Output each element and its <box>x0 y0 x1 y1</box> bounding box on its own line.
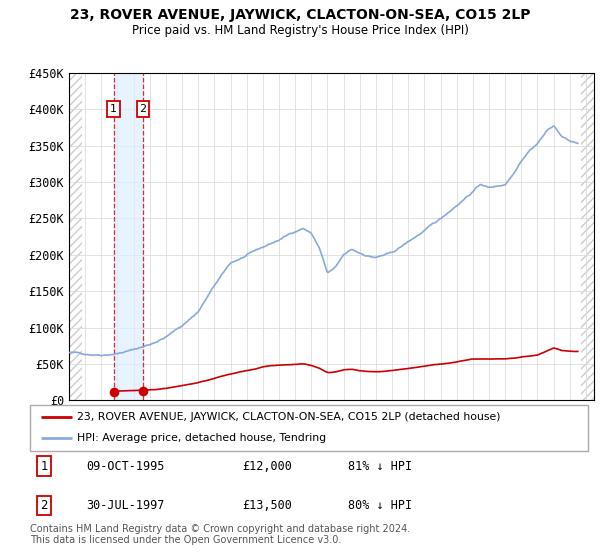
Text: 23, ROVER AVENUE, JAYWICK, CLACTON-ON-SEA, CO15 2LP (detached house): 23, ROVER AVENUE, JAYWICK, CLACTON-ON-SE… <box>77 412 501 422</box>
Bar <box>114 73 143 400</box>
FancyBboxPatch shape <box>30 405 588 451</box>
Text: 1: 1 <box>110 104 117 114</box>
Bar <box>581 73 594 400</box>
Text: 23, ROVER AVENUE, JAYWICK, CLACTON-ON-SEA, CO15 2LP: 23, ROVER AVENUE, JAYWICK, CLACTON-ON-SE… <box>70 8 530 22</box>
Text: £12,000: £12,000 <box>242 460 292 473</box>
Text: 2: 2 <box>139 104 146 114</box>
Text: HPI: Average price, detached house, Tendring: HPI: Average price, detached house, Tend… <box>77 433 326 444</box>
Text: Price paid vs. HM Land Registry's House Price Index (HPI): Price paid vs. HM Land Registry's House … <box>131 24 469 36</box>
Text: 09-OCT-1995: 09-OCT-1995 <box>86 460 164 473</box>
Text: 2: 2 <box>40 499 48 512</box>
Text: Contains HM Land Registry data © Crown copyright and database right 2024.
This d: Contains HM Land Registry data © Crown c… <box>30 524 410 545</box>
Text: 80% ↓ HPI: 80% ↓ HPI <box>348 499 412 512</box>
Text: 1: 1 <box>40 460 48 473</box>
Text: £13,500: £13,500 <box>242 499 292 512</box>
Text: 30-JUL-1997: 30-JUL-1997 <box>86 499 164 512</box>
Text: 81% ↓ HPI: 81% ↓ HPI <box>348 460 412 473</box>
Bar <box>69 73 82 400</box>
